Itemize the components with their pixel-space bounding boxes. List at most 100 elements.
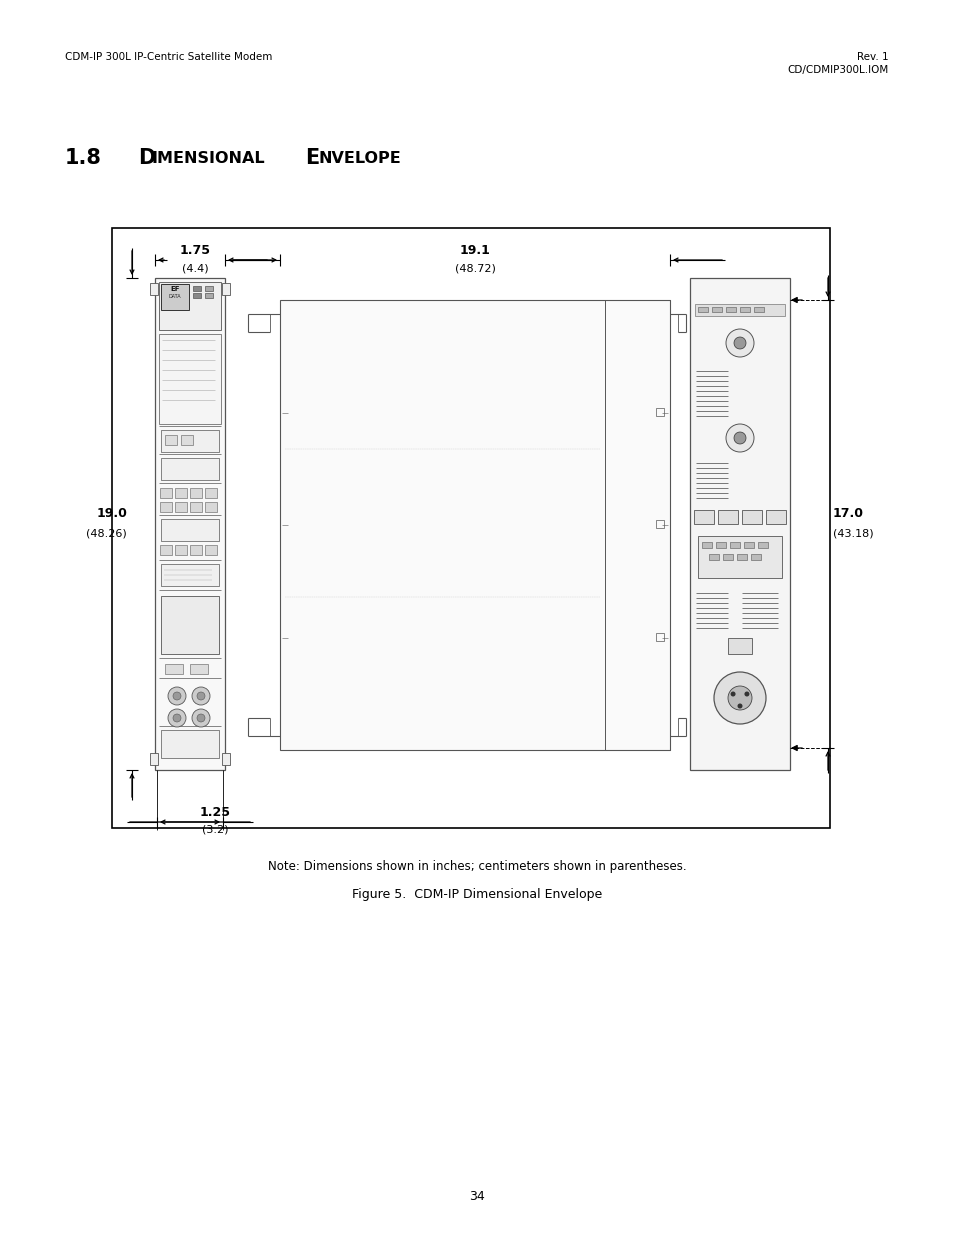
- Bar: [174, 488, 187, 498]
- Bar: [150, 283, 158, 295]
- Bar: [154, 278, 225, 769]
- Bar: [727, 638, 751, 655]
- Bar: [190, 664, 208, 674]
- Circle shape: [168, 709, 186, 727]
- Bar: [161, 564, 219, 585]
- Bar: [725, 308, 735, 312]
- Bar: [656, 632, 663, 641]
- Text: 34: 34: [469, 1191, 484, 1203]
- Bar: [716, 542, 725, 548]
- Bar: [161, 284, 189, 310]
- Text: EF: EF: [170, 287, 179, 291]
- Bar: [689, 278, 789, 769]
- Bar: [181, 435, 193, 445]
- Bar: [165, 435, 177, 445]
- Text: D: D: [138, 148, 155, 168]
- Bar: [758, 542, 767, 548]
- Circle shape: [713, 672, 765, 724]
- Bar: [205, 501, 216, 513]
- Circle shape: [733, 337, 745, 350]
- Circle shape: [172, 714, 181, 722]
- Circle shape: [192, 709, 210, 727]
- Text: CDM-IP 300L IP-Centric Satellite Modem: CDM-IP 300L IP-Centric Satellite Modem: [65, 52, 273, 62]
- Bar: [718, 510, 738, 524]
- Text: 17.0: 17.0: [832, 508, 863, 520]
- Text: (43.18): (43.18): [832, 529, 873, 538]
- Text: E: E: [305, 148, 319, 168]
- Text: (48.72): (48.72): [454, 263, 495, 273]
- Text: IMENSIONAL: IMENSIONAL: [152, 151, 265, 165]
- Bar: [161, 730, 219, 758]
- Bar: [193, 287, 201, 291]
- Circle shape: [733, 432, 745, 445]
- Bar: [161, 430, 219, 452]
- Bar: [711, 308, 721, 312]
- Text: Rev. 1: Rev. 1: [857, 52, 888, 62]
- Text: (3.2): (3.2): [201, 825, 228, 835]
- Bar: [174, 501, 187, 513]
- Bar: [750, 555, 760, 559]
- Text: 19.1: 19.1: [459, 245, 490, 257]
- Circle shape: [196, 692, 205, 700]
- Bar: [205, 545, 216, 555]
- Bar: [722, 555, 732, 559]
- Bar: [205, 293, 213, 298]
- Bar: [159, 282, 221, 330]
- Text: 1.75: 1.75: [179, 245, 211, 257]
- Bar: [112, 228, 829, 827]
- Text: Figure 5.  CDM-IP Dimensional Envelope: Figure 5. CDM-IP Dimensional Envelope: [352, 888, 601, 902]
- Bar: [695, 304, 784, 316]
- Bar: [161, 519, 219, 541]
- Circle shape: [192, 687, 210, 705]
- Bar: [701, 542, 711, 548]
- Text: 1.25: 1.25: [199, 806, 231, 819]
- Bar: [160, 545, 172, 555]
- Bar: [161, 458, 219, 480]
- Bar: [604, 300, 669, 750]
- Bar: [159, 333, 221, 424]
- Bar: [743, 542, 753, 548]
- Bar: [190, 501, 202, 513]
- Bar: [737, 555, 746, 559]
- Circle shape: [196, 714, 205, 722]
- Bar: [160, 501, 172, 513]
- Bar: [174, 545, 187, 555]
- Bar: [753, 308, 763, 312]
- Bar: [741, 510, 761, 524]
- Text: (48.26): (48.26): [86, 529, 127, 538]
- Bar: [765, 510, 785, 524]
- Circle shape: [725, 424, 753, 452]
- Bar: [222, 283, 230, 295]
- Text: (4.4): (4.4): [181, 263, 208, 273]
- Bar: [280, 300, 669, 750]
- Bar: [656, 520, 663, 529]
- Bar: [222, 753, 230, 764]
- Bar: [205, 488, 216, 498]
- Bar: [740, 308, 749, 312]
- Circle shape: [730, 692, 735, 697]
- Circle shape: [737, 704, 741, 709]
- Text: 1.8: 1.8: [65, 148, 102, 168]
- Bar: [160, 488, 172, 498]
- Bar: [698, 308, 707, 312]
- Bar: [698, 536, 781, 578]
- Circle shape: [743, 692, 749, 697]
- Text: 19.0: 19.0: [96, 508, 127, 520]
- Circle shape: [725, 329, 753, 357]
- Circle shape: [168, 687, 186, 705]
- Bar: [193, 293, 201, 298]
- Bar: [190, 488, 202, 498]
- Text: CD/CDMIP300L.IOM: CD/CDMIP300L.IOM: [787, 65, 888, 75]
- Bar: [656, 408, 663, 415]
- Text: Note: Dimensions shown in inches; centimeters shown in parentheses.: Note: Dimensions shown in inches; centim…: [268, 860, 685, 873]
- Circle shape: [727, 685, 751, 710]
- Bar: [708, 555, 719, 559]
- Bar: [729, 542, 740, 548]
- Bar: [693, 510, 713, 524]
- Bar: [205, 287, 213, 291]
- Bar: [161, 597, 219, 655]
- Bar: [165, 664, 183, 674]
- Text: DATA: DATA: [169, 294, 181, 299]
- Circle shape: [172, 692, 181, 700]
- Bar: [150, 753, 158, 764]
